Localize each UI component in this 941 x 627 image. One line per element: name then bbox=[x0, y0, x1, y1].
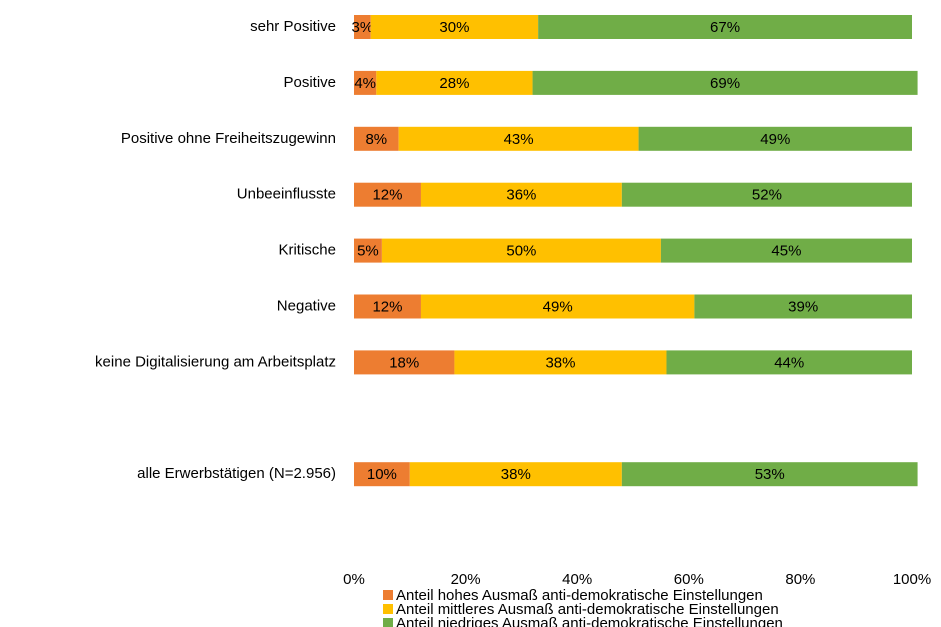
bar-segment bbox=[376, 70, 533, 95]
data-label: 49% bbox=[543, 298, 573, 315]
data-label: 39% bbox=[788, 298, 818, 315]
bar-segment bbox=[420, 294, 695, 319]
x-tick-label: 60% bbox=[674, 571, 704, 588]
bar-segment bbox=[381, 238, 661, 263]
data-label: 44% bbox=[774, 354, 804, 371]
bar-segment bbox=[354, 294, 421, 319]
bar-segment bbox=[454, 350, 667, 375]
bar-segment bbox=[354, 126, 399, 151]
y-tick-label: keine Digitalisierung am Arbeitsplatz bbox=[95, 353, 336, 370]
bar-segment bbox=[398, 126, 639, 151]
data-label: 49% bbox=[760, 131, 790, 148]
data-label: 10% bbox=[367, 466, 397, 483]
legend-label: Anteil mittleres Ausmaß anti-demokratisc… bbox=[396, 601, 779, 618]
bar-segment bbox=[694, 294, 912, 319]
data-label: 67% bbox=[710, 19, 740, 36]
bar-segment bbox=[660, 238, 912, 263]
bar-segment bbox=[666, 350, 912, 375]
data-label: 53% bbox=[755, 466, 785, 483]
legend-swatch bbox=[383, 604, 393, 614]
data-label: 52% bbox=[752, 187, 782, 204]
data-label: 45% bbox=[771, 243, 801, 260]
legend-swatch bbox=[383, 590, 393, 600]
x-tick-label: 80% bbox=[785, 571, 815, 588]
bar-segment bbox=[354, 350, 455, 375]
y-tick-label: Positive ohne Freiheitszugewinn bbox=[121, 130, 336, 147]
bar-segment bbox=[532, 70, 918, 95]
data-label: 38% bbox=[501, 466, 531, 483]
data-label: 4% bbox=[354, 75, 376, 92]
legend-label: Anteil niedriges Ausmaß anti-demokratisc… bbox=[396, 615, 783, 627]
bar-segment bbox=[370, 15, 539, 39]
bar-segment bbox=[621, 462, 918, 487]
data-label: 3% bbox=[352, 19, 374, 36]
bar-segment bbox=[354, 462, 410, 487]
data-label: 43% bbox=[504, 131, 534, 148]
y-tick-label: Unbeeinflusste bbox=[237, 186, 336, 203]
x-tick-label: 20% bbox=[451, 571, 481, 588]
bar-segment bbox=[354, 70, 377, 95]
x-tick-label: 40% bbox=[562, 571, 592, 588]
data-label: 30% bbox=[439, 19, 469, 36]
data-label: 8% bbox=[365, 131, 387, 148]
bar-segment bbox=[638, 126, 912, 151]
data-label: 5% bbox=[357, 243, 379, 260]
data-label: 36% bbox=[506, 187, 536, 204]
legend-swatch bbox=[383, 618, 393, 627]
data-label: 69% bbox=[710, 75, 740, 92]
bar-segment bbox=[354, 15, 371, 39]
y-tick-label: sehr Positive bbox=[250, 18, 336, 35]
x-tick-label: 0% bbox=[343, 571, 365, 588]
bar-segment bbox=[354, 238, 382, 263]
data-label: 50% bbox=[506, 243, 536, 260]
bar-segment bbox=[420, 182, 622, 207]
data-label: 18% bbox=[389, 354, 419, 371]
bar-segment bbox=[621, 182, 912, 207]
data-label: 38% bbox=[545, 354, 575, 371]
bar-segment bbox=[409, 462, 622, 487]
bar-segment bbox=[538, 15, 912, 39]
data-label: 28% bbox=[439, 75, 469, 92]
y-tick-label: alle Erwerbstätigen (N=2.956) bbox=[137, 465, 336, 482]
legend-label: Anteil hohes Ausmaß anti-demokratische E… bbox=[396, 587, 763, 604]
data-label: 12% bbox=[372, 298, 402, 315]
bar-segment bbox=[354, 182, 421, 207]
y-tick-label: Kritische bbox=[278, 242, 336, 259]
x-tick-label: 100% bbox=[893, 571, 931, 588]
y-tick-label: Positive bbox=[283, 74, 336, 91]
y-tick-label: Negative bbox=[277, 297, 336, 314]
data-label: 12% bbox=[372, 187, 402, 204]
